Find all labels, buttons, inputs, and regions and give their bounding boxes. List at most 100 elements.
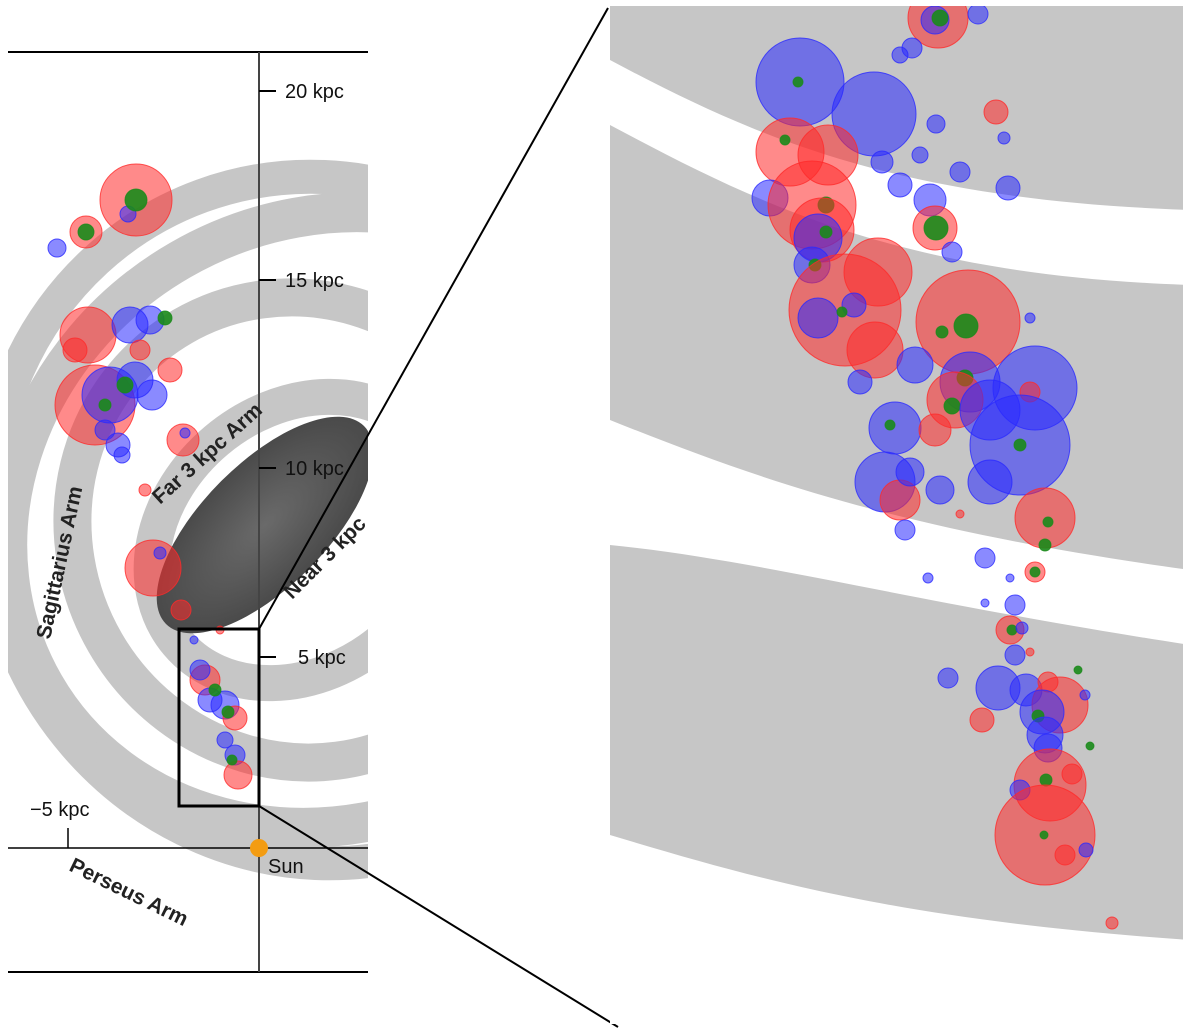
tick-label-5kpc: 5 kpc bbox=[298, 647, 346, 669]
source-marker-blue bbox=[1078, 842, 1094, 858]
source-marker-blue bbox=[967, 459, 1013, 505]
source-marker-blue bbox=[1015, 621, 1029, 635]
source-marker-blue bbox=[926, 114, 946, 134]
source-marker-green bbox=[935, 325, 949, 339]
tick-label-10kpc: 10 kpc bbox=[285, 458, 344, 480]
source-marker-red bbox=[969, 707, 995, 733]
source-marker-blue bbox=[937, 667, 959, 689]
source-marker-blue bbox=[136, 379, 168, 411]
source-marker-red bbox=[170, 599, 192, 621]
source-marker-red bbox=[223, 760, 253, 790]
source-marker-green bbox=[953, 313, 979, 339]
source-markers-overview bbox=[47, 163, 253, 790]
source-marker-blue bbox=[797, 297, 839, 339]
source-marker-green bbox=[1039, 830, 1049, 840]
source-marker-green bbox=[923, 215, 949, 241]
source-marker-blue bbox=[995, 175, 1021, 201]
source-marker-green bbox=[221, 705, 235, 719]
source-marker-blue bbox=[891, 46, 909, 64]
source-marker-blue bbox=[895, 457, 925, 487]
source-marker-green bbox=[1038, 538, 1052, 552]
source-marker-blue bbox=[967, 6, 989, 25]
source-marker-blue bbox=[870, 150, 894, 174]
source-marker-red bbox=[138, 483, 152, 497]
source-marker-blue bbox=[189, 635, 199, 645]
source-marker-green bbox=[836, 306, 848, 318]
source-marker-blue bbox=[896, 346, 934, 384]
source-marker-blue bbox=[1004, 594, 1026, 616]
source-marker-red bbox=[124, 539, 182, 597]
source-marker-green bbox=[1073, 665, 1083, 675]
source-marker-green bbox=[208, 683, 222, 697]
source-marker-red bbox=[1025, 647, 1035, 657]
source-marker-green bbox=[943, 397, 961, 415]
source-marker-red bbox=[918, 413, 952, 447]
source-marker-blue bbox=[949, 161, 971, 183]
zoom-gap-lower bbox=[610, 835, 1183, 1024]
source-marker-blue bbox=[894, 519, 916, 541]
source-marker-blue bbox=[925, 475, 955, 505]
zoom-gap-upper bbox=[610, 60, 1183, 285]
source-marker-red bbox=[1061, 763, 1083, 785]
source-marker-blue bbox=[153, 546, 167, 560]
source-marker-green bbox=[931, 9, 949, 27]
source-marker-blue bbox=[1024, 312, 1036, 324]
source-marker-red bbox=[879, 479, 921, 521]
source-marker-blue bbox=[113, 446, 131, 464]
source-marker-blue bbox=[179, 427, 191, 439]
source-marker-blue bbox=[868, 401, 922, 455]
source-marker-green bbox=[1085, 741, 1095, 751]
x-tick-label: −5 kpc bbox=[30, 799, 89, 821]
source-marker-red bbox=[846, 321, 904, 379]
source-marker-blue bbox=[841, 292, 867, 318]
source-marker-blue bbox=[216, 731, 234, 749]
source-marker-red bbox=[166, 423, 200, 457]
source-marker-green bbox=[779, 134, 791, 146]
source-marker-blue bbox=[911, 146, 929, 164]
source-marker-green bbox=[226, 754, 238, 766]
source-marker-blue bbox=[847, 369, 873, 395]
source-marker-green bbox=[819, 225, 833, 239]
source-marker-green bbox=[1042, 516, 1054, 528]
source-marker-red bbox=[62, 337, 88, 363]
tick-label-15kpc: 15 kpc bbox=[285, 270, 344, 292]
source-marker-green bbox=[884, 419, 896, 431]
source-marker-green bbox=[124, 188, 148, 212]
source-marker-red bbox=[129, 339, 151, 361]
source-marker-blue bbox=[980, 598, 990, 608]
source-marker-blue bbox=[941, 241, 963, 263]
source-marker-red bbox=[955, 509, 965, 519]
label-perseus-arm: Perseus Arm bbox=[66, 854, 192, 931]
source-marker-green bbox=[1039, 773, 1053, 787]
zoom-connector-lines bbox=[258, 7, 619, 1028]
source-marker-green bbox=[792, 76, 804, 88]
zoom-panel bbox=[610, 6, 1183, 1024]
source-marker-green bbox=[157, 310, 173, 326]
source-marker-blue bbox=[94, 419, 116, 441]
source-marker-red bbox=[1054, 844, 1076, 866]
source-marker-blue bbox=[997, 131, 1011, 145]
sun-marker bbox=[250, 839, 268, 857]
source-marker-blue bbox=[1004, 644, 1026, 666]
source-marker-green bbox=[1006, 624, 1018, 636]
sun-label: Sun bbox=[268, 856, 304, 878]
source-marker-blue bbox=[887, 172, 913, 198]
source-marker-green bbox=[98, 398, 112, 412]
source-marker-blue bbox=[1079, 689, 1091, 701]
spiral-arm-bands bbox=[8, 159, 368, 881]
source-marker-green bbox=[77, 223, 95, 241]
source-marker-red bbox=[983, 99, 1009, 125]
source-marker-red bbox=[157, 357, 183, 383]
y-axis-ticks bbox=[259, 90, 276, 658]
source-marker-blue bbox=[974, 547, 996, 569]
source-marker-blue bbox=[922, 572, 934, 584]
source-marker-green bbox=[1029, 566, 1041, 578]
source-markers-zoom bbox=[751, 6, 1119, 930]
source-marker-blue bbox=[189, 659, 211, 681]
source-marker-green bbox=[116, 376, 134, 394]
source-marker-green bbox=[1013, 438, 1027, 452]
galactic-bar bbox=[156, 416, 368, 634]
source-marker-blue bbox=[1005, 573, 1015, 583]
source-marker-red bbox=[1105, 916, 1119, 930]
